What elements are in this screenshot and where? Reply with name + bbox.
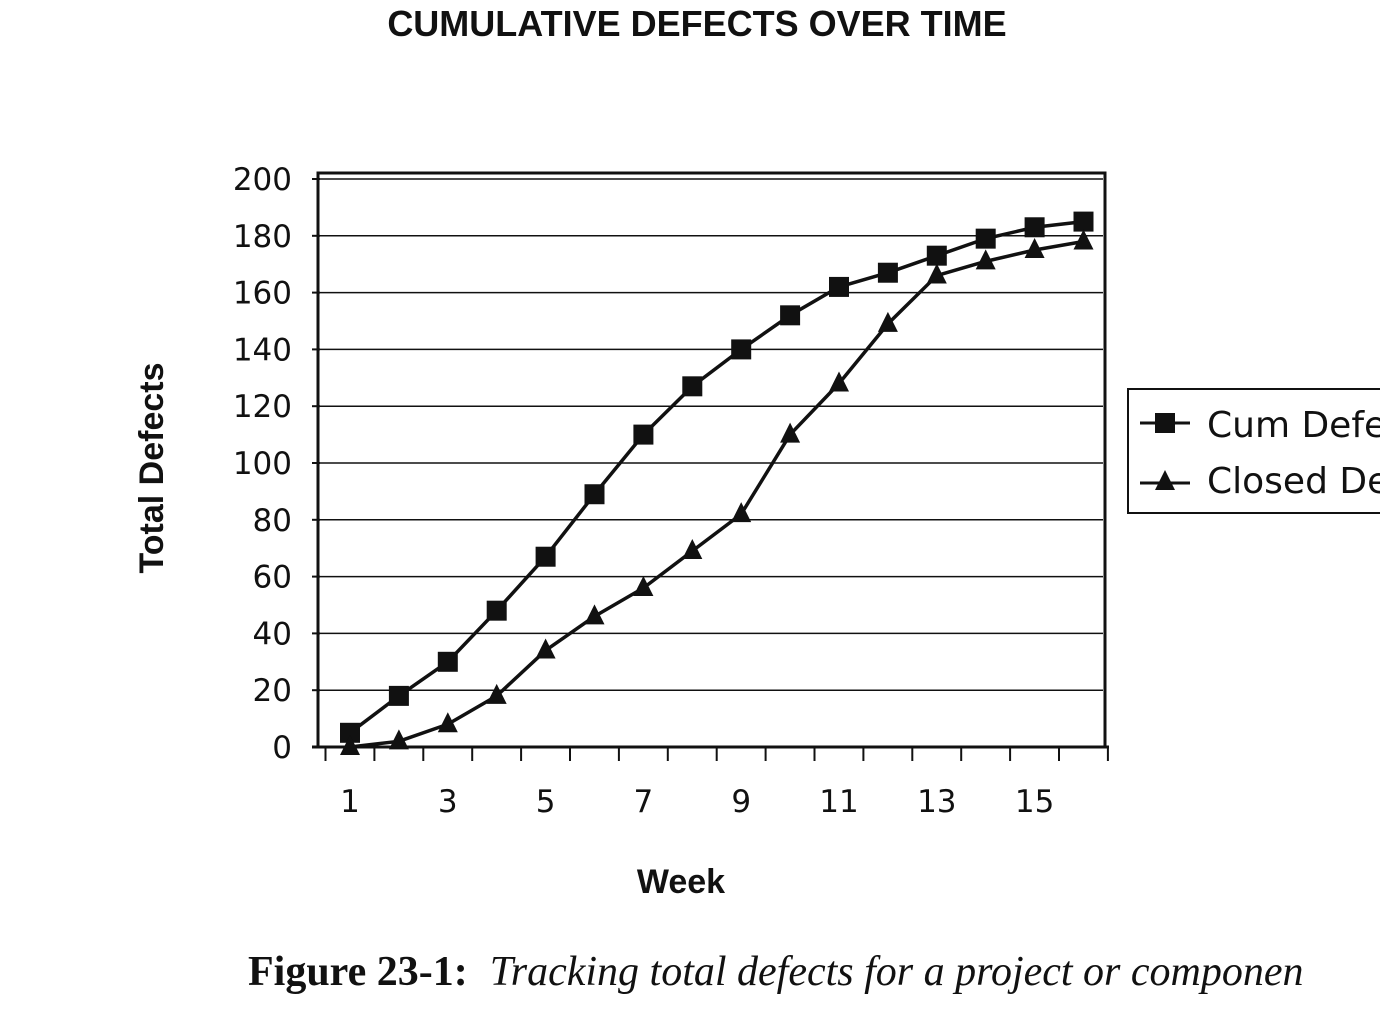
y-tick-label: 180 [233, 219, 292, 255]
x-tick-label: 15 [1015, 784, 1054, 820]
x-tick-label: 13 [917, 784, 956, 820]
data-point-triangle [1024, 238, 1045, 258]
caption-label: Figure 23-1: [248, 949, 468, 995]
data-point-triangle [682, 539, 703, 560]
gridlines [320, 178, 1103, 691]
data-point-square [731, 339, 752, 360]
y-tick-label: 120 [233, 389, 292, 425]
y-tick-label: 160 [233, 276, 292, 312]
data-point-square [486, 600, 507, 621]
x-tick-label: 1 [340, 784, 360, 820]
legend-box [1127, 388, 1380, 514]
legend-square-marker [1155, 413, 1175, 433]
x-tick-label: 11 [819, 784, 858, 820]
data-point-square [1073, 211, 1094, 232]
data-point-square [437, 651, 458, 672]
data-point-triangle [584, 604, 605, 625]
data-point-square [780, 305, 801, 326]
data-point-triangle [877, 311, 898, 332]
y-tick-label: 20 [253, 673, 292, 709]
y-tick-label: 200 [233, 162, 292, 198]
series-line-closed-defects [349, 239, 1084, 749]
data-point-square [388, 685, 409, 706]
y-tick-label: 0 [272, 730, 292, 766]
x-tick-label: 9 [731, 784, 751, 820]
legend-label-closed: Closed De [1207, 461, 1380, 502]
data-point-square [877, 262, 898, 283]
data-point-triangle [731, 502, 752, 523]
data-point-triangle [486, 683, 507, 704]
y-tick-label: 60 [253, 560, 292, 596]
axes [312, 178, 1109, 761]
data-point-triangle [633, 575, 654, 596]
data-point-triangle [535, 638, 556, 659]
legend-label-cum: Cum Defe [1207, 405, 1380, 446]
data-point-triangle [926, 263, 947, 284]
data-point-square [1024, 217, 1045, 238]
data-point-triangle [780, 422, 801, 443]
chart-title: CUMULATIVE DEFECTS OVER TIME [387, 3, 1006, 44]
data-point-triangle [1073, 229, 1094, 250]
y-tick-label: 40 [253, 616, 292, 652]
data-point-triangle [829, 371, 849, 392]
legend: Cum Defe Closed De [1127, 388, 1380, 514]
data-point-triangle [437, 712, 458, 733]
data-point-triangle [975, 249, 996, 270]
data-point-square [975, 228, 996, 249]
y-tick-labels: 0 20 40 60 80 100 120 140 160 180 200 [233, 162, 292, 766]
x-tick-label: 5 [536, 784, 556, 820]
y-axis-label: Total Defects [133, 363, 171, 574]
y-tick-label: 100 [233, 446, 292, 482]
x-tick-labels: 1 3 5 7 9 11 13 15 [340, 784, 1054, 820]
x-tick-label: 7 [634, 784, 654, 820]
data-point-square [584, 484, 605, 505]
data-point-square [535, 546, 556, 567]
data-point-square [682, 376, 703, 397]
series-line-cum-defects [348, 219, 1084, 735]
data-point-triangle [340, 735, 360, 755]
legend-triangle-marker [1155, 470, 1175, 490]
data-point-square [633, 424, 654, 445]
data-point-triangle [388, 729, 409, 750]
series [340, 211, 1094, 755]
data-point-square [340, 722, 360, 743]
y-tick-label: 140 [233, 332, 292, 368]
caption-text: Tracking total defects for a project or … [489, 949, 1304, 995]
figure-caption: Figure 23-1: Tracking total defects for a… [248, 948, 1304, 996]
data-point-square [829, 276, 849, 297]
x-tick-label: 3 [438, 784, 458, 820]
x-axis-label: Week [637, 863, 725, 901]
y-tick-label: 80 [253, 503, 292, 539]
data-point-square [926, 245, 947, 266]
